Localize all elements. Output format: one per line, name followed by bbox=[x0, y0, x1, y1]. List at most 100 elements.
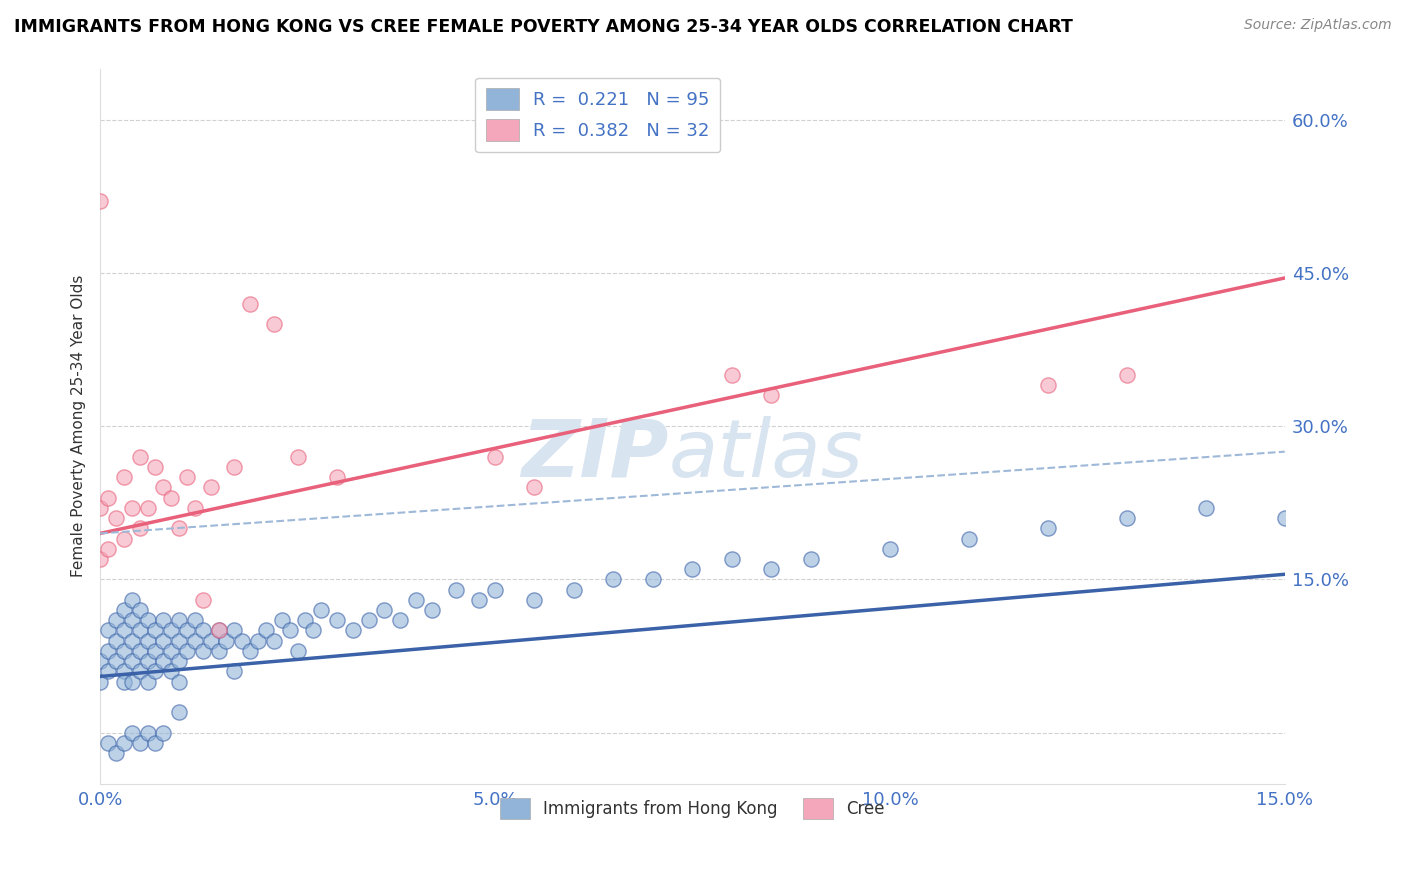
Point bbox=[89, 194, 111, 209]
Point bbox=[97, 491, 120, 505]
Point bbox=[200, 633, 222, 648]
Point bbox=[184, 500, 207, 515]
Point bbox=[287, 644, 309, 658]
Point bbox=[152, 613, 174, 627]
Point bbox=[89, 552, 111, 566]
Point bbox=[89, 500, 111, 515]
Point bbox=[1274, 511, 1296, 525]
Point bbox=[176, 644, 198, 658]
Y-axis label: Female Poverty Among 25-34 Year Olds: Female Poverty Among 25-34 Year Olds bbox=[72, 275, 86, 577]
Point bbox=[136, 654, 159, 668]
Point bbox=[879, 541, 901, 556]
Point bbox=[121, 613, 143, 627]
Point bbox=[167, 674, 190, 689]
Point bbox=[104, 633, 127, 648]
Text: IMMIGRANTS FROM HONG KONG VS CREE FEMALE POVERTY AMONG 25-34 YEAR OLDS CORRELATI: IMMIGRANTS FROM HONG KONG VS CREE FEMALE… bbox=[14, 18, 1073, 36]
Point bbox=[224, 624, 246, 638]
Point bbox=[97, 736, 120, 750]
Point bbox=[405, 592, 427, 607]
Point bbox=[128, 665, 150, 679]
Point bbox=[309, 603, 332, 617]
Point bbox=[1036, 378, 1059, 392]
Point bbox=[263, 317, 285, 331]
Point bbox=[167, 633, 190, 648]
Point bbox=[160, 491, 183, 505]
Point bbox=[239, 296, 262, 310]
Point bbox=[128, 521, 150, 535]
Point bbox=[326, 613, 349, 627]
Point bbox=[254, 624, 277, 638]
Text: atlas: atlas bbox=[669, 416, 863, 494]
Point bbox=[152, 633, 174, 648]
Text: ZIP: ZIP bbox=[522, 416, 669, 494]
Point bbox=[104, 613, 127, 627]
Point bbox=[112, 532, 135, 546]
Point bbox=[167, 705, 190, 719]
Point bbox=[342, 624, 364, 638]
Point bbox=[167, 654, 190, 668]
Point bbox=[270, 613, 292, 627]
Point bbox=[145, 460, 167, 475]
Point bbox=[112, 665, 135, 679]
Point bbox=[128, 624, 150, 638]
Point bbox=[184, 633, 207, 648]
Point bbox=[128, 450, 150, 464]
Point bbox=[278, 624, 301, 638]
Point bbox=[112, 736, 135, 750]
Point bbox=[104, 746, 127, 760]
Point bbox=[128, 603, 150, 617]
Point bbox=[721, 552, 744, 566]
Point bbox=[468, 592, 491, 607]
Point bbox=[224, 460, 246, 475]
Point bbox=[373, 603, 395, 617]
Point bbox=[136, 633, 159, 648]
Point bbox=[287, 450, 309, 464]
Point bbox=[121, 500, 143, 515]
Point bbox=[145, 644, 167, 658]
Point bbox=[121, 725, 143, 739]
Point bbox=[160, 624, 183, 638]
Point bbox=[136, 674, 159, 689]
Point bbox=[420, 603, 443, 617]
Point bbox=[128, 736, 150, 750]
Point bbox=[145, 665, 167, 679]
Point bbox=[160, 665, 183, 679]
Point bbox=[562, 582, 585, 597]
Point bbox=[121, 654, 143, 668]
Point bbox=[224, 665, 246, 679]
Point bbox=[602, 573, 624, 587]
Point bbox=[231, 633, 253, 648]
Point bbox=[957, 532, 980, 546]
Point bbox=[191, 624, 214, 638]
Point bbox=[681, 562, 703, 576]
Point bbox=[145, 736, 167, 750]
Point bbox=[207, 624, 229, 638]
Point bbox=[302, 624, 325, 638]
Point bbox=[167, 613, 190, 627]
Point bbox=[247, 633, 270, 648]
Point bbox=[112, 624, 135, 638]
Point bbox=[176, 470, 198, 484]
Point bbox=[239, 644, 262, 658]
Point bbox=[160, 644, 183, 658]
Point bbox=[761, 388, 783, 402]
Point bbox=[641, 573, 664, 587]
Point bbox=[97, 665, 120, 679]
Point bbox=[207, 624, 229, 638]
Text: Source: ZipAtlas.com: Source: ZipAtlas.com bbox=[1244, 18, 1392, 32]
Point bbox=[112, 644, 135, 658]
Point bbox=[128, 644, 150, 658]
Point bbox=[1036, 521, 1059, 535]
Point bbox=[523, 480, 546, 494]
Point bbox=[136, 725, 159, 739]
Point bbox=[326, 470, 349, 484]
Point bbox=[207, 644, 229, 658]
Point bbox=[152, 654, 174, 668]
Point bbox=[215, 633, 238, 648]
Point bbox=[97, 624, 120, 638]
Point bbox=[294, 613, 316, 627]
Point bbox=[152, 480, 174, 494]
Point bbox=[721, 368, 744, 382]
Point bbox=[191, 644, 214, 658]
Point bbox=[1195, 500, 1218, 515]
